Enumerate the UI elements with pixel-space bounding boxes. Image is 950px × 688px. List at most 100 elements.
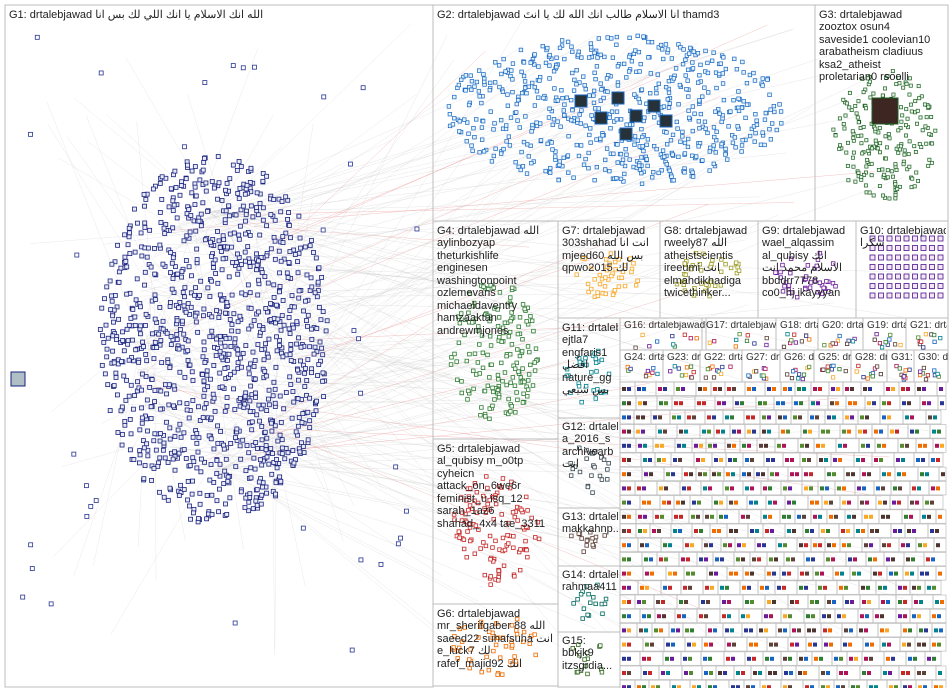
- node: [309, 326, 314, 332]
- node: [674, 281, 680, 287]
- node: [490, 635, 495, 641]
- node: [645, 163, 650, 169]
- node: [718, 283, 724, 288]
- node: [176, 493, 182, 498]
- node: [704, 557, 708, 562]
- node: [752, 78, 758, 83]
- node: [190, 434, 196, 440]
- node: [627, 458, 631, 462]
- node: [825, 364, 830, 369]
- node: [207, 294, 213, 299]
- node: [829, 514, 833, 519]
- node: [620, 157, 626, 162]
- node: [232, 336, 238, 342]
- node: [201, 313, 206, 319]
- node: [869, 656, 873, 661]
- avatar-node: [647, 99, 661, 113]
- node: [234, 167, 240, 173]
- node: [566, 170, 571, 175]
- node: [219, 249, 224, 254]
- node: [169, 286, 175, 292]
- node: [722, 600, 726, 604]
- small-group-title: G20: drtaleb...: [822, 321, 863, 331]
- node: [803, 286, 808, 292]
- node: [479, 100, 484, 106]
- group-top-items: ejtla7 engfaris1 افضل nature_gg بس شيعي: [562, 334, 618, 397]
- node: [838, 458, 842, 462]
- node: [711, 161, 716, 166]
- node: [181, 238, 187, 244]
- node: [177, 192, 183, 198]
- node: [175, 271, 181, 277]
- node: [812, 628, 816, 633]
- node: [785, 458, 789, 462]
- node: [235, 271, 241, 277]
- node: [913, 656, 917, 661]
- node: [919, 339, 924, 344]
- node: [890, 429, 894, 434]
- node: [115, 392, 120, 398]
- node: [495, 307, 500, 312]
- node: [677, 443, 681, 448]
- edge: [293, 170, 887, 315]
- node: [104, 354, 110, 360]
- node: [169, 260, 175, 266]
- node: [837, 614, 841, 619]
- node: [209, 253, 214, 259]
- node: [616, 284, 622, 289]
- node: [663, 585, 667, 590]
- node: [725, 415, 729, 420]
- node: [664, 401, 668, 406]
- node: [906, 125, 910, 130]
- node: [529, 318, 535, 324]
- node: [122, 232, 128, 238]
- node: [907, 92, 912, 97]
- node: [176, 305, 181, 311]
- edge: [291, 327, 625, 382]
- node: [556, 177, 561, 183]
- node: [515, 518, 520, 523]
- edge: [254, 115, 862, 228]
- node: [886, 273, 893, 280]
- node: [679, 429, 683, 434]
- node: [717, 472, 721, 477]
- node: [907, 642, 911, 647]
- node: [618, 151, 624, 157]
- node: [583, 663, 589, 669]
- node: [805, 529, 809, 533]
- node: [772, 387, 776, 391]
- node: [298, 358, 303, 364]
- node: [465, 397, 470, 402]
- edge: [293, 240, 745, 310]
- node: [202, 360, 208, 365]
- node: [312, 290, 318, 296]
- group-item: saeed22 suhafsuha انت: [437, 632, 554, 645]
- small-group-title: G16: drtalebjawad: [624, 321, 706, 331]
- node: [526, 372, 532, 377]
- node: [880, 628, 884, 633]
- node: [843, 368, 848, 374]
- node: [285, 450, 291, 456]
- group-box: [928, 452, 944, 467]
- node: [452, 94, 457, 100]
- node: [221, 446, 227, 452]
- node: [313, 255, 319, 261]
- node: [628, 366, 633, 372]
- node: [770, 656, 774, 661]
- node: [788, 614, 792, 619]
- node: [734, 571, 738, 576]
- node: [886, 600, 890, 604]
- group-top-items: aylinbozyap theturkishlife enginesen washin…: [437, 237, 557, 337]
- node: [794, 294, 800, 300]
- node: [819, 291, 825, 297]
- node: [912, 529, 916, 533]
- node: [320, 309, 326, 315]
- node: [891, 92, 896, 97]
- node: [97, 327, 103, 332]
- node: [209, 278, 214, 284]
- node: [774, 557, 778, 562]
- node: [109, 261, 115, 267]
- node: [300, 411, 306, 417]
- node: [622, 486, 626, 491]
